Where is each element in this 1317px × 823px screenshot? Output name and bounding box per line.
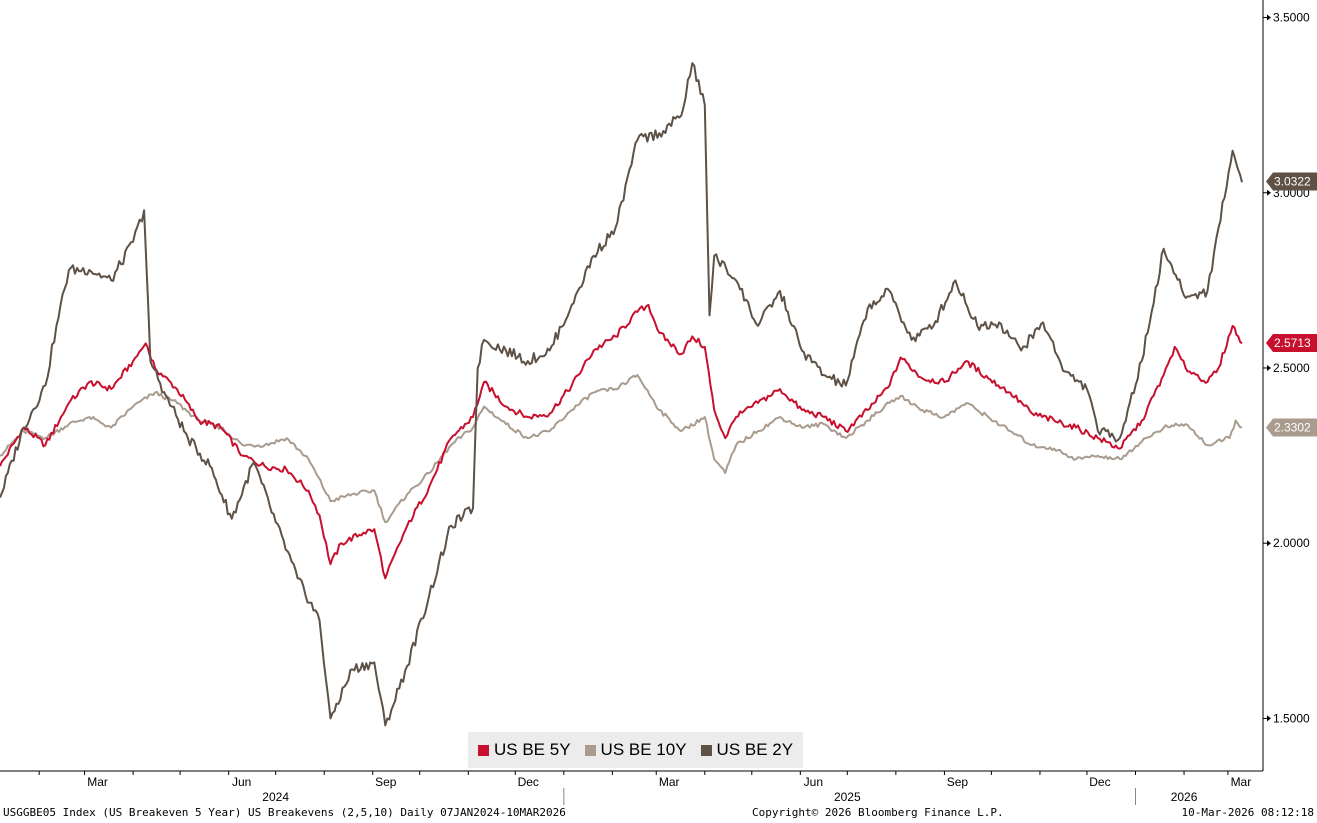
y-tick-arrow bbox=[1267, 715, 1271, 722]
x-tick-label: Sep bbox=[947, 775, 969, 789]
x-tick-label: Dec bbox=[518, 775, 539, 789]
last-value-tag-box bbox=[1266, 333, 1317, 352]
last-value-tag-text: 3.0322 bbox=[1274, 174, 1311, 188]
series-line-us-be-10y bbox=[0, 374, 1243, 524]
legend-label-5y: US BE 5Y bbox=[494, 740, 571, 759]
series-line-us-be-2y bbox=[0, 62, 1243, 727]
legend-swatch-10y bbox=[584, 744, 596, 756]
legend-label-10y: US BE 10Y bbox=[600, 740, 687, 759]
footer-copyright: Copyright© 2026 Bloomberg Finance L.P. bbox=[752, 806, 1004, 819]
x-tick-label: Jun bbox=[804, 775, 823, 789]
last-value-tag-us-be-5y: 2.5713 bbox=[1266, 333, 1317, 352]
y-tick-label: 2.0000 bbox=[1273, 536, 1310, 550]
x-year-label: 2025 bbox=[834, 790, 861, 804]
footer-timestamp: 10-Mar-2026 08:12:18 bbox=[1181, 806, 1314, 819]
y-tick-arrow bbox=[1267, 14, 1271, 21]
y-tick-label: 2.5000 bbox=[1273, 361, 1310, 375]
x-tick-label: Dec bbox=[1089, 775, 1110, 789]
x-tick-label: Mar bbox=[1231, 775, 1252, 789]
last-value-tag-us-be-10y: 2.3302 bbox=[1266, 418, 1317, 437]
series-line-us-be-5y bbox=[0, 303, 1243, 580]
x-axis: Mar Jun Sep Dec Mar Jun Sep Dec Mar 2024 2025 2026 bbox=[0, 770, 1263, 805]
legend-item-5y[interactable]: US BE 5Y bbox=[478, 740, 571, 760]
y-tick-arrow bbox=[1267, 189, 1271, 196]
x-tick-label: Mar bbox=[659, 775, 680, 789]
x-tick-label: Jun bbox=[232, 775, 251, 789]
series-layer bbox=[0, 62, 1243, 727]
legend-item-2y[interactable]: US BE 2Y bbox=[700, 740, 794, 760]
legend-swatch-5y bbox=[478, 744, 489, 756]
legend-swatch-2y bbox=[700, 744, 712, 756]
y-tick-label: 1.5000 bbox=[1273, 711, 1310, 725]
legend-item-10y[interactable]: US BE 10Y bbox=[584, 740, 687, 760]
last-value-tag-box bbox=[1266, 172, 1317, 191]
y-tick-label: 3.5000 bbox=[1273, 11, 1310, 25]
y-tick-arrow bbox=[1267, 364, 1271, 371]
last-value-tag-box bbox=[1266, 418, 1317, 437]
x-year-label: 2026 bbox=[1171, 790, 1198, 804]
legend-label-2y: US BE 2Y bbox=[716, 740, 794, 759]
last-value-tags: 2.5713 2.3302 3.0322 bbox=[1266, 172, 1317, 437]
last-value-tag-text: 2.5713 bbox=[1274, 336, 1311, 350]
x-tick-label: Mar bbox=[87, 775, 108, 789]
last-value-tag-text: 2.3302 bbox=[1274, 420, 1311, 434]
last-value-tag-us-be-2y: 3.0322 bbox=[1266, 172, 1317, 191]
x-tick-label: Sep bbox=[375, 775, 397, 789]
footer-source: USGGBE05 Index (US Breakeven 5 Year) US … bbox=[3, 806, 566, 819]
x-year-label: 2024 bbox=[262, 790, 289, 804]
y-tick-arrow bbox=[1267, 540, 1271, 547]
chart-legend: US BE 5Y US BE 10Y US BE 2Y bbox=[468, 732, 804, 768]
